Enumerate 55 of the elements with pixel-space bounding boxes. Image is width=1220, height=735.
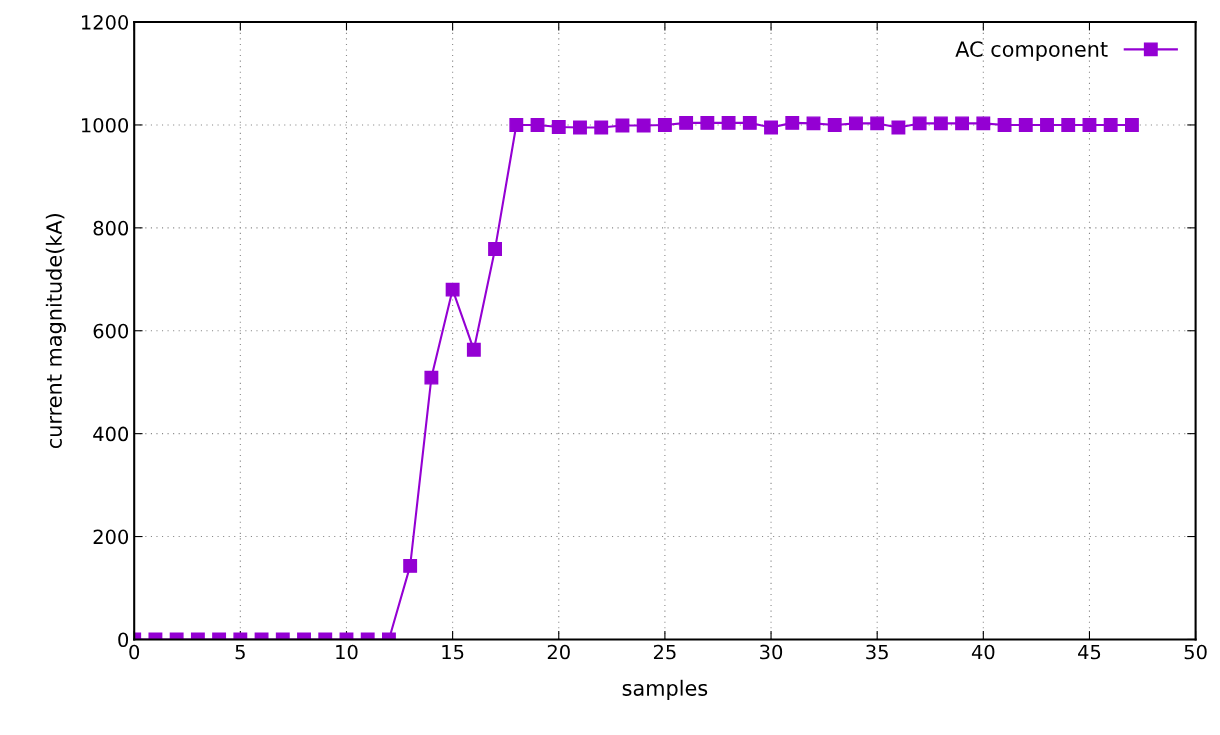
x-tick-label: 20 <box>547 644 570 660</box>
x-tick-label: 25 <box>653 644 676 660</box>
point <box>1040 118 1054 132</box>
y-tick-label: 600 <box>93 323 129 339</box>
x-tick-label: 30 <box>760 644 783 660</box>
point <box>1061 118 1076 132</box>
y-tick-label: 1000 <box>81 117 129 133</box>
point <box>679 115 694 130</box>
point <box>657 118 672 132</box>
point <box>933 116 948 131</box>
point <box>955 116 970 131</box>
y-tick-label: 800 <box>93 220 129 236</box>
x-tick-label: 5 <box>235 644 245 660</box>
point <box>424 370 439 385</box>
point <box>849 116 863 131</box>
point <box>721 115 736 130</box>
point <box>466 342 481 357</box>
y-axis-title: current magnitude(kA) <box>45 214 66 449</box>
x-tick-label: 10 <box>336 644 358 660</box>
x-tick-label: 45 <box>1078 644 1101 660</box>
legend-label: AC component <box>955 41 1108 61</box>
point <box>615 118 630 133</box>
point <box>509 118 524 132</box>
point <box>827 118 842 132</box>
point <box>594 120 609 135</box>
x-tick-label: 35 <box>866 644 888 660</box>
point <box>1124 118 1139 132</box>
point <box>764 120 778 135</box>
y-tick-label: 200 <box>93 529 129 545</box>
point <box>912 116 927 131</box>
y-tick-label: 1200 <box>81 15 129 30</box>
point <box>551 120 566 134</box>
point <box>997 118 1012 132</box>
x-tick-label: 0 <box>129 644 140 660</box>
point <box>785 115 800 130</box>
y-tick-label: 400 <box>93 426 129 442</box>
point <box>1082 118 1097 132</box>
point <box>976 116 991 131</box>
point <box>870 116 885 131</box>
point <box>488 241 503 256</box>
point <box>530 118 545 132</box>
point <box>742 115 757 130</box>
x-tick-label: 15 <box>442 644 464 660</box>
x-tick-label: 50 <box>1184 644 1207 660</box>
point <box>445 282 460 297</box>
point <box>573 120 587 135</box>
point <box>891 120 906 135</box>
point <box>806 116 821 131</box>
point <box>636 118 651 133</box>
x-tick-label: 40 <box>971 644 995 660</box>
point <box>1103 118 1118 132</box>
y-tick-label: 0 <box>118 632 129 648</box>
point <box>700 115 715 130</box>
point <box>1018 118 1033 132</box>
x-axis-title: samples <box>622 679 708 700</box>
